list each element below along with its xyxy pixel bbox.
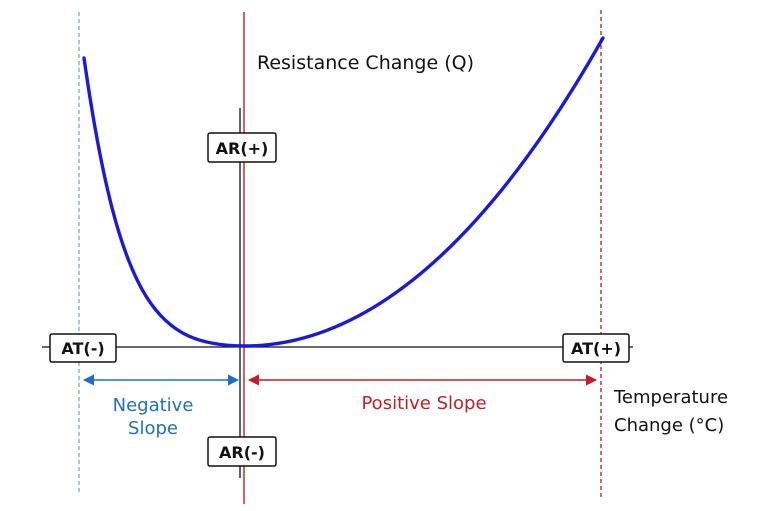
at-minus-label: AT(-) (61, 339, 104, 358)
y-axis-label: Resistance Change (Q) (257, 52, 474, 74)
at-minus-box: AT(-) (49, 333, 117, 363)
at-plus-label: AT(+) (571, 339, 621, 358)
negative-slope-label-line1: Negative (113, 395, 194, 416)
ar-plus-label: AR(+) (216, 139, 269, 158)
x-axis-label-line2: Change (°C) (614, 415, 724, 436)
positive-slope-label: Positive Slope (361, 393, 486, 414)
x-axis-label-line1: Temperature (613, 387, 728, 408)
negative-slope-label-line2: Slope (128, 418, 178, 439)
resistance-curve (82, 36, 605, 348)
ar-minus-box: AR(-) (207, 436, 277, 467)
ar-minus-label: AR(-) (219, 443, 265, 462)
at-plus-box: AT(+) (562, 333, 630, 363)
ar-plus-box: AR(+) (207, 132, 277, 163)
